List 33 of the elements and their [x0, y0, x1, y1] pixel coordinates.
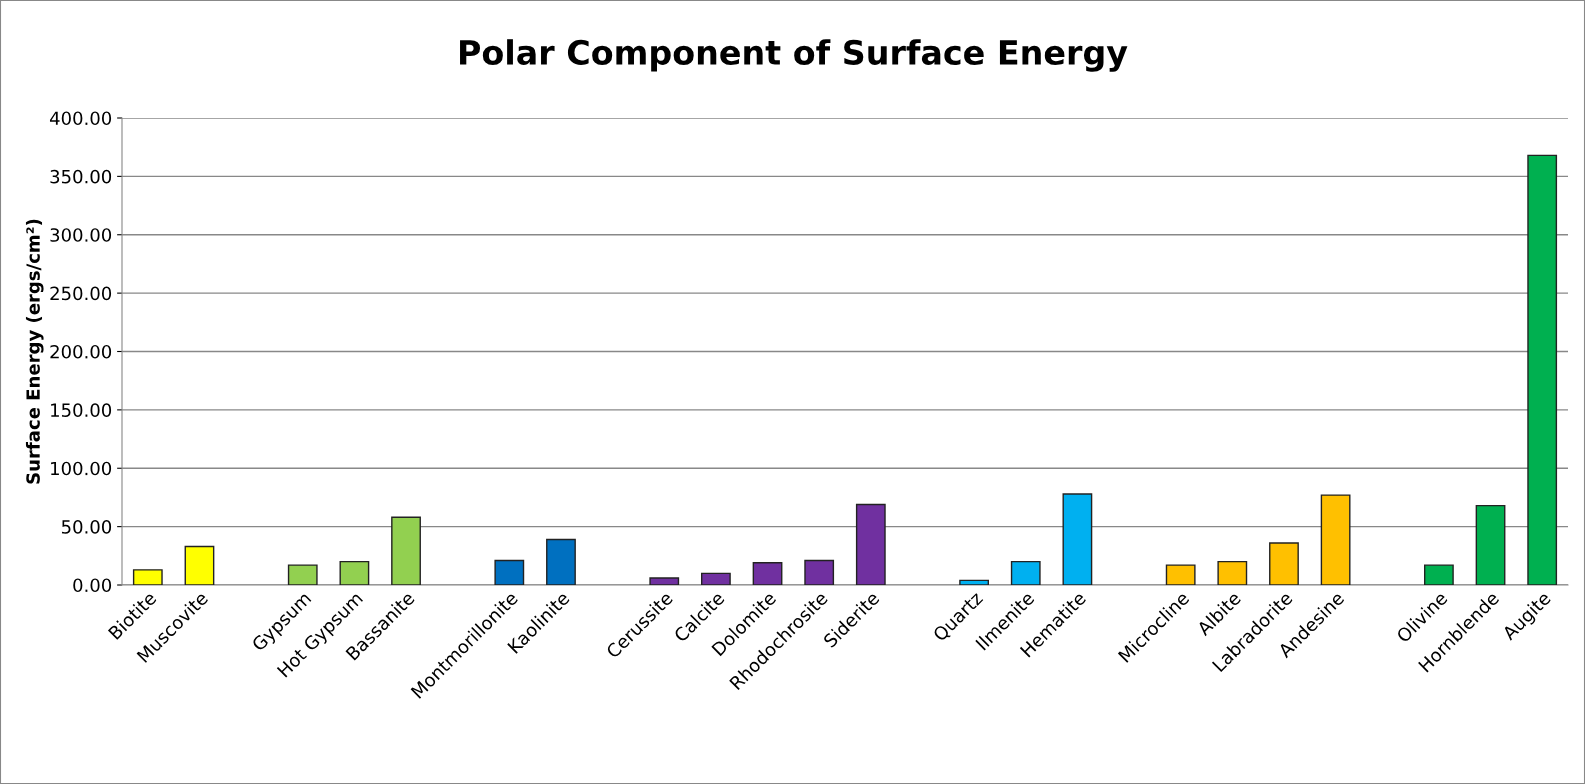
bar	[184, 545, 215, 585]
y-tick-label: 0.00	[73, 578, 112, 593]
y-tick-label: 150.00	[51, 403, 112, 417]
y-tick-label: 300.00	[50, 228, 112, 242]
bar	[1217, 560, 1248, 585]
bar	[1475, 504, 1506, 585]
bar	[959, 579, 990, 585]
bar	[132, 569, 163, 585]
bar	[1010, 560, 1041, 585]
bar	[391, 516, 421, 585]
y-tick-label: 400.00	[49, 111, 112, 126]
bar	[339, 560, 370, 585]
bar	[1062, 493, 1093, 585]
y-tick-label: 350.00	[50, 169, 112, 184]
bar	[287, 564, 318, 585]
y-tick-label: 250.00	[50, 286, 112, 301]
y-tick-label: 200.00	[50, 344, 112, 359]
bar	[494, 559, 525, 585]
bar	[700, 572, 731, 585]
bar	[855, 503, 886, 585]
bar	[1423, 564, 1454, 585]
chart-title: Polar Component of Surface Energy	[460, 39, 1128, 72]
bar	[804, 559, 835, 585]
y-tick-label: 50.00	[61, 520, 112, 534]
y-axis-title: Surface Energy (ergs/cm²)	[25, 219, 44, 484]
bar	[752, 562, 783, 585]
bar	[1527, 154, 1558, 585]
bar	[649, 577, 680, 585]
y-tick-label: 100.00	[51, 461, 112, 476]
bar	[1165, 564, 1196, 585]
bar	[546, 538, 576, 585]
bar	[1269, 542, 1299, 585]
bar	[1320, 494, 1351, 585]
